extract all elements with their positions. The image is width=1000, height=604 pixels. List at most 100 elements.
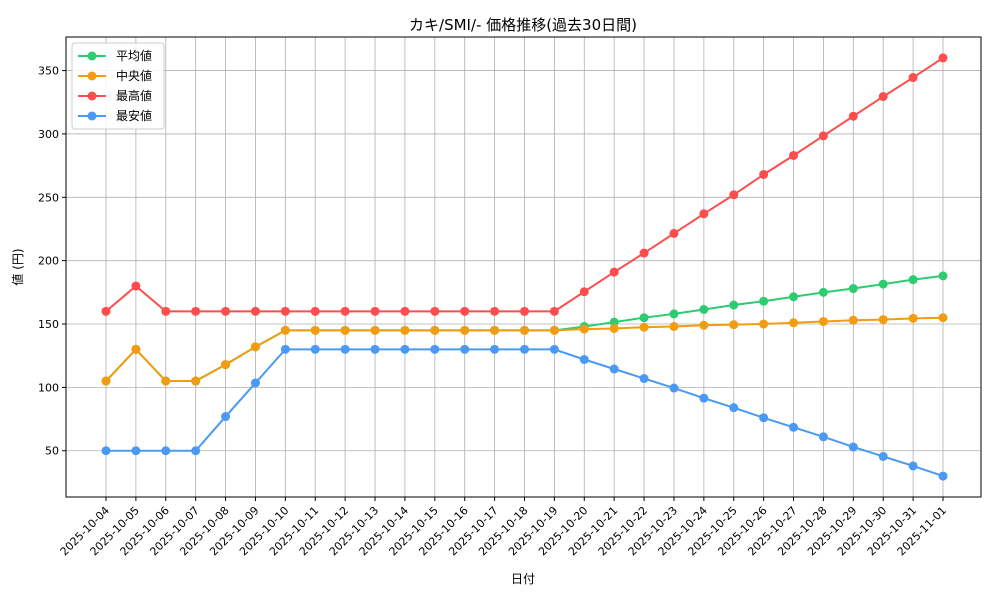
data-point bbox=[520, 344, 529, 354]
data-point bbox=[878, 92, 888, 102]
data-point bbox=[609, 317, 619, 327]
data-point bbox=[609, 323, 619, 333]
data-point bbox=[549, 344, 559, 354]
data-point bbox=[370, 344, 380, 354]
data-point bbox=[460, 325, 470, 335]
y-tick-label: 200 bbox=[38, 255, 59, 268]
data-point bbox=[639, 248, 649, 258]
data-point bbox=[191, 306, 201, 316]
data-point bbox=[221, 306, 231, 316]
series-1 bbox=[101, 313, 948, 386]
data-point bbox=[609, 364, 619, 374]
data-point bbox=[938, 313, 948, 323]
legend-label: 平均値 bbox=[116, 48, 152, 63]
data-point bbox=[520, 325, 529, 335]
data-point bbox=[310, 325, 320, 335]
data-point bbox=[161, 306, 171, 316]
data-point bbox=[669, 322, 679, 332]
data-point bbox=[161, 446, 171, 456]
y-tick-label: 150 bbox=[38, 318, 59, 331]
data-point bbox=[669, 309, 679, 319]
data-point bbox=[460, 306, 470, 316]
data-point bbox=[221, 360, 231, 370]
data-point bbox=[340, 325, 350, 335]
data-point bbox=[161, 376, 171, 386]
data-point bbox=[818, 432, 828, 442]
data-point bbox=[131, 281, 141, 291]
data-point bbox=[400, 344, 410, 354]
data-point bbox=[729, 320, 739, 330]
x-axis-label: 日付 bbox=[511, 572, 535, 586]
data-point bbox=[340, 306, 350, 316]
data-point bbox=[310, 344, 320, 354]
data-point bbox=[938, 471, 948, 481]
legend-label: 最安値 bbox=[116, 108, 152, 123]
plot-frame bbox=[65, 36, 982, 498]
data-point bbox=[789, 318, 799, 328]
data-point bbox=[878, 451, 888, 461]
legend-label: 中央値 bbox=[116, 68, 152, 83]
data-point bbox=[549, 306, 559, 316]
data-point bbox=[818, 131, 828, 141]
data-point bbox=[250, 378, 260, 388]
data-point bbox=[729, 300, 739, 310]
data-point bbox=[759, 296, 769, 306]
data-point bbox=[848, 284, 858, 294]
data-point bbox=[729, 190, 739, 200]
data-point bbox=[191, 446, 201, 456]
data-point bbox=[490, 325, 500, 335]
data-point bbox=[221, 412, 231, 422]
data-point bbox=[280, 325, 290, 335]
data-point bbox=[191, 376, 201, 386]
data-point bbox=[101, 306, 111, 316]
data-point bbox=[729, 403, 739, 413]
data-point bbox=[789, 422, 799, 432]
y-tick-label: 250 bbox=[38, 191, 59, 204]
data-point bbox=[101, 446, 111, 456]
y-tick-label: 50 bbox=[45, 445, 59, 458]
data-point bbox=[370, 306, 380, 316]
data-point bbox=[639, 313, 649, 323]
data-point bbox=[639, 322, 649, 332]
data-point bbox=[848, 315, 858, 325]
data-point bbox=[848, 442, 858, 452]
data-point bbox=[908, 313, 918, 323]
data-point bbox=[878, 279, 888, 289]
data-point bbox=[549, 325, 559, 335]
y-tick-label: 300 bbox=[38, 128, 59, 141]
data-point bbox=[579, 287, 589, 297]
data-point bbox=[699, 209, 709, 219]
data-point bbox=[430, 306, 440, 316]
data-point bbox=[759, 319, 769, 329]
data-point bbox=[789, 150, 799, 160]
y-axis-label: 値 (円) bbox=[10, 248, 25, 285]
legend-marker bbox=[87, 71, 97, 81]
data-point bbox=[699, 393, 709, 403]
data-point bbox=[131, 446, 141, 456]
data-point bbox=[639, 374, 649, 384]
data-point bbox=[878, 315, 888, 325]
legend-label: 最高値 bbox=[116, 88, 152, 103]
data-point bbox=[250, 306, 260, 316]
data-point bbox=[908, 73, 918, 83]
data-point bbox=[280, 306, 290, 316]
data-point bbox=[340, 344, 350, 354]
data-point bbox=[131, 344, 141, 354]
data-point bbox=[669, 228, 679, 238]
data-point bbox=[759, 169, 769, 179]
data-point bbox=[460, 344, 470, 354]
data-point bbox=[699, 320, 709, 330]
legend-marker bbox=[87, 91, 97, 101]
data-point bbox=[759, 413, 769, 423]
data-point bbox=[699, 304, 709, 314]
data-point bbox=[370, 325, 380, 335]
data-point bbox=[310, 306, 320, 316]
data-point bbox=[789, 292, 799, 302]
data-point bbox=[938, 53, 948, 63]
data-point bbox=[490, 306, 500, 316]
data-point bbox=[430, 344, 440, 354]
data-point bbox=[400, 306, 410, 316]
series-2 bbox=[101, 53, 948, 316]
data-point bbox=[818, 316, 828, 326]
